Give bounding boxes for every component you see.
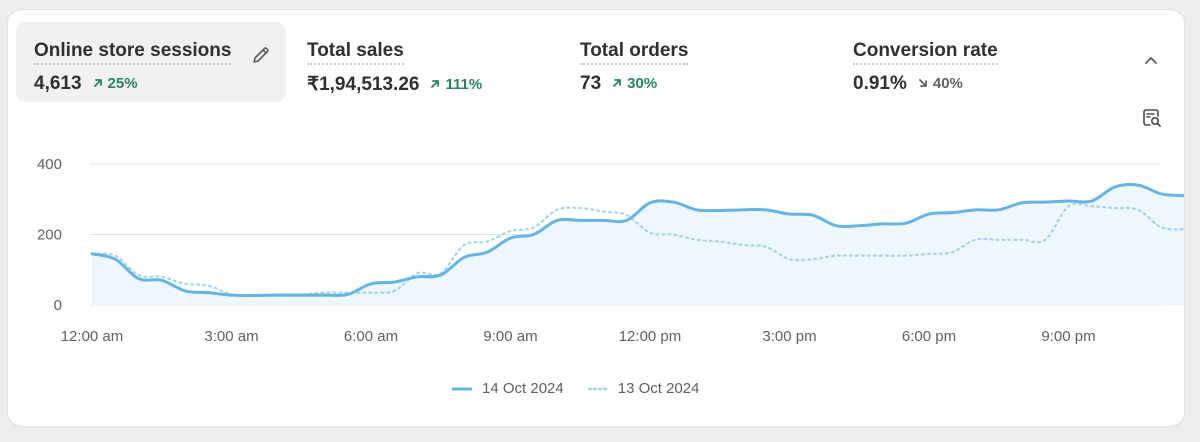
legend-item-current[interactable]: 14 Oct 2024	[452, 380, 564, 397]
collapse-button[interactable]	[1140, 50, 1162, 72]
search-report-icon	[1143, 109, 1161, 127]
metric-value: 0.91%	[853, 73, 907, 94]
metric-change: 30%	[611, 75, 657, 92]
metric-online-store-sessions[interactable]: Online store sessions 4,613 25%	[16, 22, 286, 102]
sessions-chart: 400 200 0 12:00 am 3:00 am 6:00 am 9:00 am 12:0…	[37, 156, 1184, 345]
x-tick-label: 9:00 pm	[1041, 328, 1095, 345]
metric-value: 4,613	[34, 73, 82, 94]
metric-change-value: 40%	[932, 74, 963, 92]
metric-value: 73	[580, 73, 602, 94]
legend-label: 14 Oct 2024	[482, 380, 564, 397]
x-tick-label: 9:00 am	[483, 328, 537, 345]
legend-solid-line-icon	[452, 387, 472, 390]
y-tick-label: 0	[54, 297, 62, 314]
pencil-icon	[253, 47, 269, 63]
metric-total-sales[interactable]: Total sales ₹1,94,513.26 111%	[289, 22, 559, 102]
metric-change-value: 30%	[627, 74, 658, 92]
y-tick-label: 400	[37, 156, 62, 173]
metric-label: Conversion rate	[853, 40, 998, 65]
x-tick-label: 3:00 pm	[762, 328, 816, 345]
edit-button[interactable]	[250, 44, 272, 66]
metric-total-orders[interactable]: Total orders 73 30%	[562, 22, 832, 102]
metric-conversion-rate[interactable]: Conversion rate 0.91% 40%	[835, 22, 1105, 102]
arrow-up-right-icon	[93, 79, 102, 87]
legend-dotted-line-icon	[587, 387, 608, 390]
series-area-fill	[92, 184, 1184, 305]
x-tick-label: 6:00 am	[344, 328, 398, 345]
metric-label: Total sales	[307, 40, 404, 65]
x-tick-label: 12:00 am	[61, 328, 124, 345]
metric-label: Total orders	[580, 40, 689, 65]
series-line-14-oct	[90, 182, 1184, 297]
metric-change-value: 111%	[445, 75, 483, 93]
x-tick-label: 12:00 pm	[619, 328, 682, 345]
metric-change: 40%	[917, 75, 963, 92]
chart-insights-button[interactable]	[1140, 106, 1164, 130]
metric-label: Online store sessions	[34, 40, 232, 65]
arrow-down-right-icon	[918, 79, 927, 87]
metric-value: ₹1,94,513.26	[307, 74, 420, 95]
arrow-up-right-icon	[613, 79, 622, 87]
chevron-up-icon	[1145, 57, 1157, 64]
x-tick-label: 6:00 pm	[902, 328, 956, 345]
chart-legend: 14 Oct 2024 13 Oct 2024	[452, 380, 723, 397]
arrow-up-right-icon	[431, 80, 440, 88]
y-tick-label: 200	[37, 227, 62, 244]
sessions-card: 400 200 0 12:00 am 3:00 am 6:00 am 9:00 am 12:0…	[8, 10, 1184, 426]
legend-item-previous[interactable]: 13 Oct 2024	[587, 380, 700, 397]
metric-change: 111%	[429, 76, 482, 93]
legend-label: 13 Oct 2024	[617, 380, 700, 397]
metric-change: 25%	[92, 75, 138, 92]
x-tick-label: 3:00 am	[204, 328, 258, 345]
metric-change-value: 25%	[107, 74, 138, 92]
